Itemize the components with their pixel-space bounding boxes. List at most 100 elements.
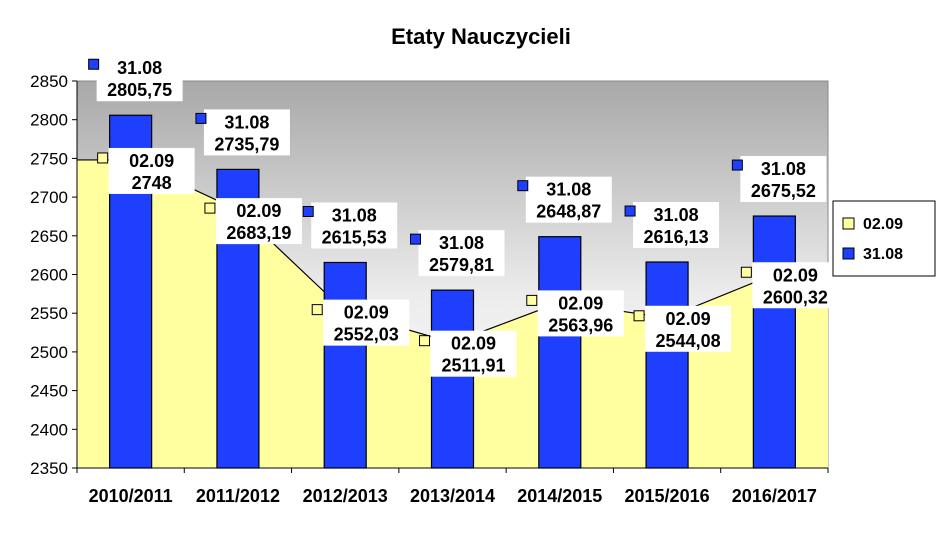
y-tick-label: 2500 <box>30 343 68 362</box>
data-label-box <box>752 262 839 309</box>
data-label-series: 31.08 <box>117 58 162 78</box>
bar-series-layer <box>109 114 796 469</box>
y-tick-label: 2750 <box>30 149 68 168</box>
data-label-marker <box>311 304 323 316</box>
data-label-series: 31.08 <box>332 205 377 225</box>
data-label-series: 02.09 <box>558 293 603 313</box>
data-label-value: 2648,87 <box>536 202 601 222</box>
legend-label: 02.09 <box>863 216 903 233</box>
data-label-series: 31.08 <box>439 233 484 253</box>
data-label-series: 02.09 <box>129 151 174 171</box>
data-label-value: 2552,03 <box>334 325 399 345</box>
data-label-marker <box>731 159 743 171</box>
data-label-series: 02.09 <box>773 265 818 285</box>
y-tick-label: 2600 <box>30 266 68 285</box>
legend-label: 31.08 <box>863 246 903 263</box>
y-tick-label: 2650 <box>30 227 68 246</box>
data-label-marker <box>204 202 216 214</box>
data-label-box <box>537 290 624 337</box>
y-tick-label: 2400 <box>30 420 68 439</box>
data-label-value: 2563,96 <box>548 315 613 335</box>
legend: 02.09 31.08 <box>832 200 936 277</box>
data-label-marker <box>526 294 538 306</box>
x-category-label: 2013/2014 <box>410 486 495 506</box>
data-label-value: 2683,19 <box>226 223 291 243</box>
legend-swatch <box>842 247 855 260</box>
data-label-marker <box>624 205 636 217</box>
data-label-marker <box>97 152 109 164</box>
data-label-value: 2616,13 <box>644 227 709 247</box>
y-tick-label: 2800 <box>30 111 68 130</box>
data-label-box <box>633 202 720 249</box>
data-label-value: 2511,91 <box>441 356 505 376</box>
data-label-marker <box>410 233 421 245</box>
data-label-value: 2675,52 <box>751 181 816 201</box>
data-label-series: 02.09 <box>666 309 711 329</box>
data-label-marker <box>740 266 752 278</box>
data-label-marker <box>517 180 529 192</box>
data-label-box <box>645 305 732 352</box>
data-label-box <box>203 109 290 156</box>
bar-31-08 <box>430 289 475 469</box>
y-tick-label: 2850 <box>30 72 68 91</box>
data-label-series: 31.08 <box>546 180 591 200</box>
data-label-series: 31.08 <box>654 205 699 225</box>
x-category-label: 2014/2015 <box>517 486 602 506</box>
data-label-box <box>323 299 410 346</box>
x-category-label: 2011/2012 <box>196 486 280 506</box>
bar-31-08 <box>538 236 582 469</box>
data-label-value: 2544,08 <box>656 331 721 351</box>
x-category-label: 2015/2016 <box>625 486 710 506</box>
y-tick-label: 2700 <box>30 188 68 207</box>
data-label-series: 02.09 <box>236 201 281 221</box>
bar-31-08 <box>323 261 367 469</box>
bar-31-08 <box>752 215 796 469</box>
bar-31-08 <box>645 261 689 469</box>
data-label-box <box>430 330 517 377</box>
x-category-label: 2012/2013 <box>303 486 388 506</box>
data-label-box <box>418 230 505 277</box>
data-label-series: 02.09 <box>344 303 389 323</box>
y-tick-label: 2550 <box>30 304 68 323</box>
data-label-marker <box>633 310 645 322</box>
data-label-series: 31.08 <box>224 112 269 132</box>
data-label-box <box>740 156 827 203</box>
data-label-box <box>215 198 302 245</box>
x-category-label: 2016/2017 <box>732 486 817 506</box>
axes: 2350 2400 2450 2500 2550 2600 2650 2700 2750 2800… <box>30 72 829 506</box>
data-label-box <box>525 176 612 223</box>
data-label-value: 2600,32 <box>763 287 828 307</box>
data-label-marker <box>88 58 100 70</box>
x-category-label: 2010/2011 <box>89 486 173 506</box>
data-label-marker <box>419 335 430 347</box>
data-label-value: 2615,53 <box>322 227 387 247</box>
data-label-value: 2805,75 <box>107 80 172 100</box>
data-label-marker <box>302 205 314 217</box>
data-label-value: 2748 <box>132 173 172 193</box>
legend-box <box>832 200 936 277</box>
data-label-box <box>311 202 398 249</box>
data-label-series: 02.09 <box>451 334 496 354</box>
data-label-value: 2579,81 <box>429 255 494 275</box>
legend-swatch <box>842 217 855 230</box>
data-label-series: 31.08 <box>761 159 806 179</box>
data-label-marker <box>195 112 207 124</box>
data-label-box <box>108 147 195 194</box>
y-tick-label: 2350 <box>30 459 68 478</box>
y-tick-label: 2450 <box>30 382 68 401</box>
data-label-box <box>96 55 183 102</box>
chart-title: Etaty Nauczycieli <box>391 24 571 49</box>
